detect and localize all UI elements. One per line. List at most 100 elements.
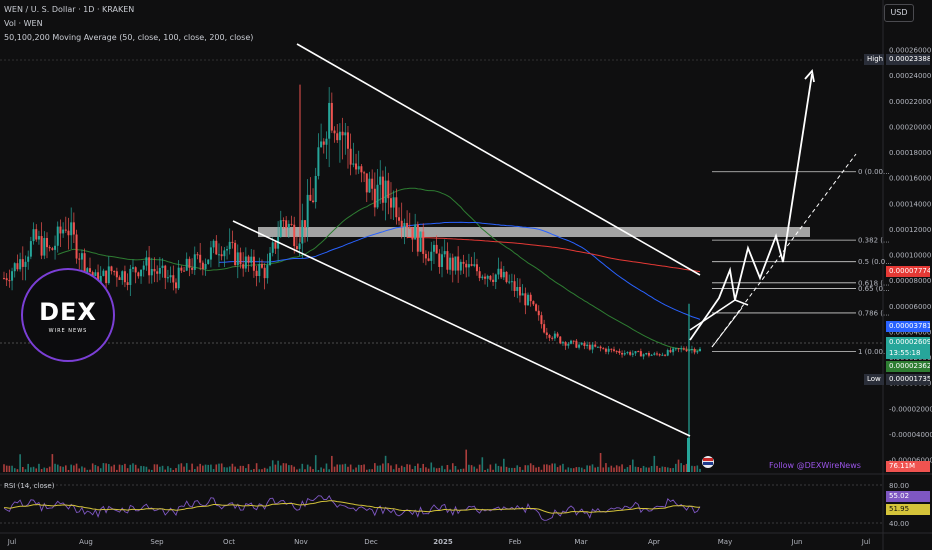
volume-bar xyxy=(583,469,586,472)
candle-body xyxy=(411,227,414,240)
volume-bar xyxy=(3,464,5,472)
candle-body xyxy=(325,138,328,145)
x-tick-label: Jul xyxy=(861,538,871,546)
candle-body xyxy=(169,275,172,278)
candle-body xyxy=(223,250,226,257)
fib-label: 0.618 (... xyxy=(858,279,890,287)
volume-bar xyxy=(22,466,24,472)
candle-body xyxy=(548,334,551,338)
candle-body xyxy=(287,223,290,229)
volume-bar xyxy=(331,455,333,472)
volume-bar xyxy=(687,438,690,472)
volume-bar xyxy=(314,455,317,472)
candle-body xyxy=(516,286,519,291)
volume-bar xyxy=(8,465,11,472)
candle-body xyxy=(239,252,242,265)
volume-bar xyxy=(554,463,556,472)
candle-body xyxy=(314,175,317,203)
volume-bar xyxy=(322,468,325,472)
candle-body xyxy=(317,147,320,176)
y-tick-label: 0.00022000 xyxy=(889,98,931,106)
candle-body xyxy=(626,352,629,354)
candle-body xyxy=(527,294,530,306)
candle-body xyxy=(680,348,683,350)
volume-bar xyxy=(521,469,524,472)
volume-bar xyxy=(250,469,253,472)
rsi-legend: RSI (14, close) xyxy=(4,482,55,490)
candle-body xyxy=(629,352,632,355)
candle-body xyxy=(231,241,234,243)
volume-bar xyxy=(328,469,330,472)
candle-body xyxy=(500,268,503,278)
fib-label: 0.382 (... xyxy=(858,237,890,245)
volume-bar xyxy=(193,468,196,472)
candle-body xyxy=(346,132,349,149)
moving-average-line xyxy=(57,187,700,351)
volume-bar xyxy=(336,464,339,472)
candle-body xyxy=(21,259,24,267)
volume-bar xyxy=(656,465,658,472)
volume-bar xyxy=(462,468,465,472)
candle-body xyxy=(357,166,360,170)
volume-bar xyxy=(508,467,511,472)
volume-bar xyxy=(223,467,226,472)
candle-body xyxy=(164,265,167,278)
candle-body xyxy=(634,351,637,354)
candle-body xyxy=(650,354,653,356)
candle-body xyxy=(226,249,229,251)
low-label: Low xyxy=(864,374,884,385)
volume-bar xyxy=(430,462,433,472)
volume-bar xyxy=(513,467,516,472)
volume-bar xyxy=(492,469,494,472)
volume-bar xyxy=(65,465,67,472)
candle-body xyxy=(32,229,35,242)
volume-bar xyxy=(279,465,282,472)
volume-bar xyxy=(460,468,462,472)
volume-bar xyxy=(677,459,680,472)
candle-body xyxy=(623,353,626,355)
candle-body xyxy=(631,353,634,355)
volume-bar xyxy=(325,463,328,472)
candle-body xyxy=(45,238,48,248)
candle-body xyxy=(559,336,562,344)
volume-bar xyxy=(357,464,360,472)
candle-body xyxy=(693,349,696,353)
candle-body xyxy=(672,348,675,353)
volume-bar xyxy=(218,463,220,472)
volume-bar xyxy=(484,469,486,472)
candle-body xyxy=(134,267,137,273)
volume-bar xyxy=(339,464,341,472)
volume-bar xyxy=(661,466,664,472)
currency-button[interactable]: USD xyxy=(884,4,914,22)
candle-body xyxy=(682,348,685,350)
volume-bar xyxy=(589,465,591,472)
rsi-ma-line xyxy=(3,500,701,514)
volume-bar xyxy=(48,466,51,472)
candle-body xyxy=(269,252,272,266)
volume-bar xyxy=(153,464,156,472)
candle-body xyxy=(677,348,680,350)
volume-bar xyxy=(497,465,500,472)
flag-icon xyxy=(702,456,714,468)
candle-body xyxy=(247,256,250,263)
candle-body xyxy=(465,263,468,268)
candle-body xyxy=(615,350,618,352)
candle-body xyxy=(467,264,470,268)
moving-averages xyxy=(57,187,701,351)
volume-bar xyxy=(70,464,72,472)
volume-bar xyxy=(680,463,682,472)
volume-bar xyxy=(650,466,653,472)
candle-body xyxy=(379,176,382,185)
y-tick-label: 0.00020000 xyxy=(889,123,931,131)
candle-body xyxy=(664,354,667,356)
candle-body xyxy=(279,220,282,237)
y-tick-label: 0.00026000 xyxy=(889,47,931,55)
volume-bar xyxy=(204,464,207,472)
fib-label: 1 (0.00... xyxy=(858,348,890,356)
candle-body xyxy=(35,229,38,240)
x-tick-label: Oct xyxy=(223,538,235,546)
volume-bar xyxy=(212,469,215,472)
volume-bar xyxy=(503,458,505,472)
candle-body xyxy=(669,350,672,353)
